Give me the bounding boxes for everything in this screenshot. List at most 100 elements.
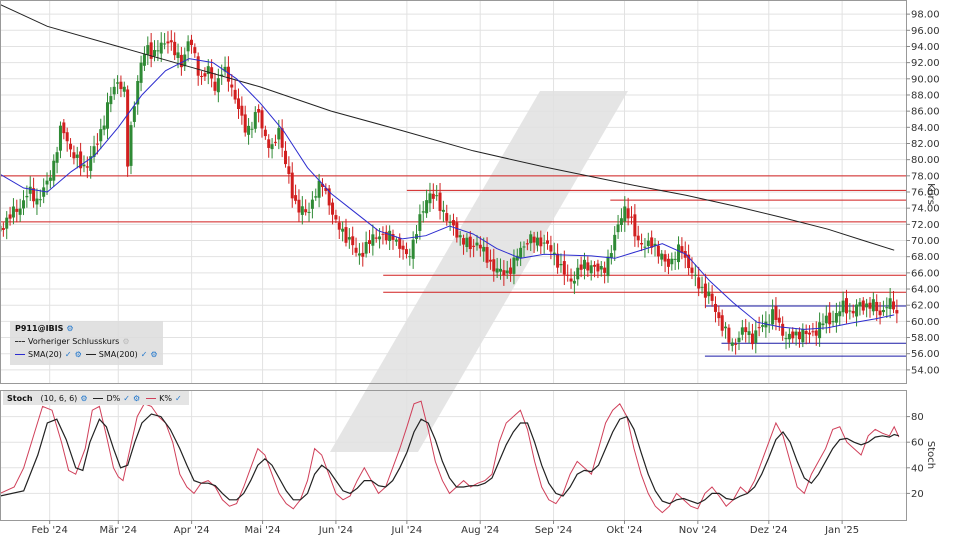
candle-body <box>653 243 657 246</box>
candle-body <box>391 233 395 240</box>
candle-body <box>754 330 758 343</box>
price-tick-label: 74.00 <box>911 204 940 215</box>
candle-body <box>593 264 597 267</box>
candle-body <box>277 128 281 140</box>
date-tick-label: Mai '24 <box>244 525 280 536</box>
candle-body <box>367 240 371 244</box>
candle-body <box>529 234 533 244</box>
candle-body <box>569 278 573 282</box>
candle-body <box>89 156 93 171</box>
candle-body <box>163 43 167 45</box>
candle-body <box>552 252 556 255</box>
candle-body <box>724 326 728 329</box>
symbol-row[interactable]: P911@IBIS ⚙ <box>15 324 74 333</box>
sma200-settings-icon[interactable]: ⚙ <box>150 350 158 359</box>
candle-body <box>109 96 113 105</box>
watermark-logo <box>330 91 628 452</box>
sma20-label[interactable]: SMA(20) <box>28 350 62 359</box>
date-tick-label: Sep '24 <box>535 525 573 536</box>
candle-body <box>640 242 644 245</box>
date-tick-label: Jun '24 <box>318 525 353 536</box>
candle-body <box>223 66 227 72</box>
candle-body <box>693 274 697 276</box>
candle-body <box>431 193 435 199</box>
candle-body <box>32 188 36 202</box>
prev-close-label: Vorheriger Schlusskurs <box>28 337 120 346</box>
candle-body <box>243 114 247 133</box>
sma200-check-icon[interactable]: ✓ <box>140 350 148 359</box>
candle-body <box>636 235 640 241</box>
stoch-d-line <box>0 413 900 505</box>
k-check-icon[interactable]: ✓ <box>174 393 182 403</box>
candle-body <box>666 258 670 267</box>
candle-body <box>814 330 818 336</box>
price-tick-label: 92.00 <box>911 58 940 69</box>
candle-body <box>65 132 69 142</box>
candle-body <box>868 302 872 309</box>
candle-body <box>747 331 751 336</box>
candle-body <box>38 199 42 201</box>
candle-body <box>865 303 869 308</box>
d-label[interactable]: D% <box>106 393 121 403</box>
candle-body <box>394 239 398 242</box>
candle-body <box>378 236 382 240</box>
stoch-settings-icon[interactable]: ⚙ <box>80 393 88 403</box>
stoch-tick-label: 20 <box>911 489 924 500</box>
stoch-legend: Stoch (10, 6, 6) ⚙ D% ✓ ⚙ K% ✓ <box>3 391 189 405</box>
candle-body <box>532 236 536 243</box>
date-tick-label: Okt '24 <box>606 525 642 536</box>
candle-body <box>838 311 842 317</box>
candle-body <box>519 247 523 259</box>
candle-body <box>750 333 754 345</box>
candle-body <box>425 200 429 214</box>
d-check-icon[interactable]: ✓ <box>123 393 130 403</box>
candle-body <box>398 237 402 249</box>
date-tick-label: Aug '24 <box>461 525 499 536</box>
k-label[interactable]: K% <box>159 393 172 403</box>
candle-body <box>310 199 314 209</box>
price-tick-label: 84.00 <box>911 123 940 134</box>
stoch-params: (10, 6, 6) <box>40 393 78 403</box>
candle-body <box>498 268 502 272</box>
candle-body <box>72 152 76 159</box>
candle-body <box>324 187 328 191</box>
date-tick-label: Dez '24 <box>750 525 788 536</box>
candle-body <box>512 257 516 274</box>
candle-body <box>535 237 539 246</box>
candle-body <box>468 236 472 250</box>
candle-body <box>465 237 469 248</box>
candle-body <box>196 56 200 76</box>
prev-close-settings-icon[interactable]: ⚙ <box>122 337 130 346</box>
sma20-settings-icon[interactable]: ⚙ <box>74 350 82 359</box>
candle-body <box>895 310 899 314</box>
settings-icon[interactable]: ⚙ <box>66 324 74 333</box>
candle-body <box>294 195 298 201</box>
candle-body <box>441 209 445 212</box>
candle-body <box>502 270 506 276</box>
candle-body <box>757 327 761 329</box>
candle-body <box>720 315 724 331</box>
candle-body <box>821 323 825 326</box>
candle-body <box>566 274 570 276</box>
candle-body <box>418 214 422 231</box>
candle-body <box>186 41 190 52</box>
candle-body <box>132 106 136 122</box>
sma20-check-icon[interactable]: ✓ <box>64 350 72 359</box>
candle-body <box>811 331 815 333</box>
d-settings-icon[interactable]: ⚙ <box>132 393 141 403</box>
candle-body <box>737 337 741 343</box>
candle-body <box>112 86 116 95</box>
candle-body <box>824 315 828 324</box>
candle-body <box>1 228 5 230</box>
sma200-label[interactable]: SMA(200) <box>98 350 138 359</box>
candle-body <box>485 247 489 263</box>
candle-body <box>818 322 822 339</box>
candle-body <box>304 209 308 213</box>
candle-body <box>458 235 462 238</box>
candle-body <box>257 109 261 113</box>
candle-body <box>139 62 143 83</box>
prev-close-row[interactable]: Vorheriger Schlusskurs ⚙ <box>15 337 130 346</box>
candle-body <box>616 224 620 233</box>
candle-body <box>347 237 351 240</box>
candle-body <box>596 263 600 272</box>
